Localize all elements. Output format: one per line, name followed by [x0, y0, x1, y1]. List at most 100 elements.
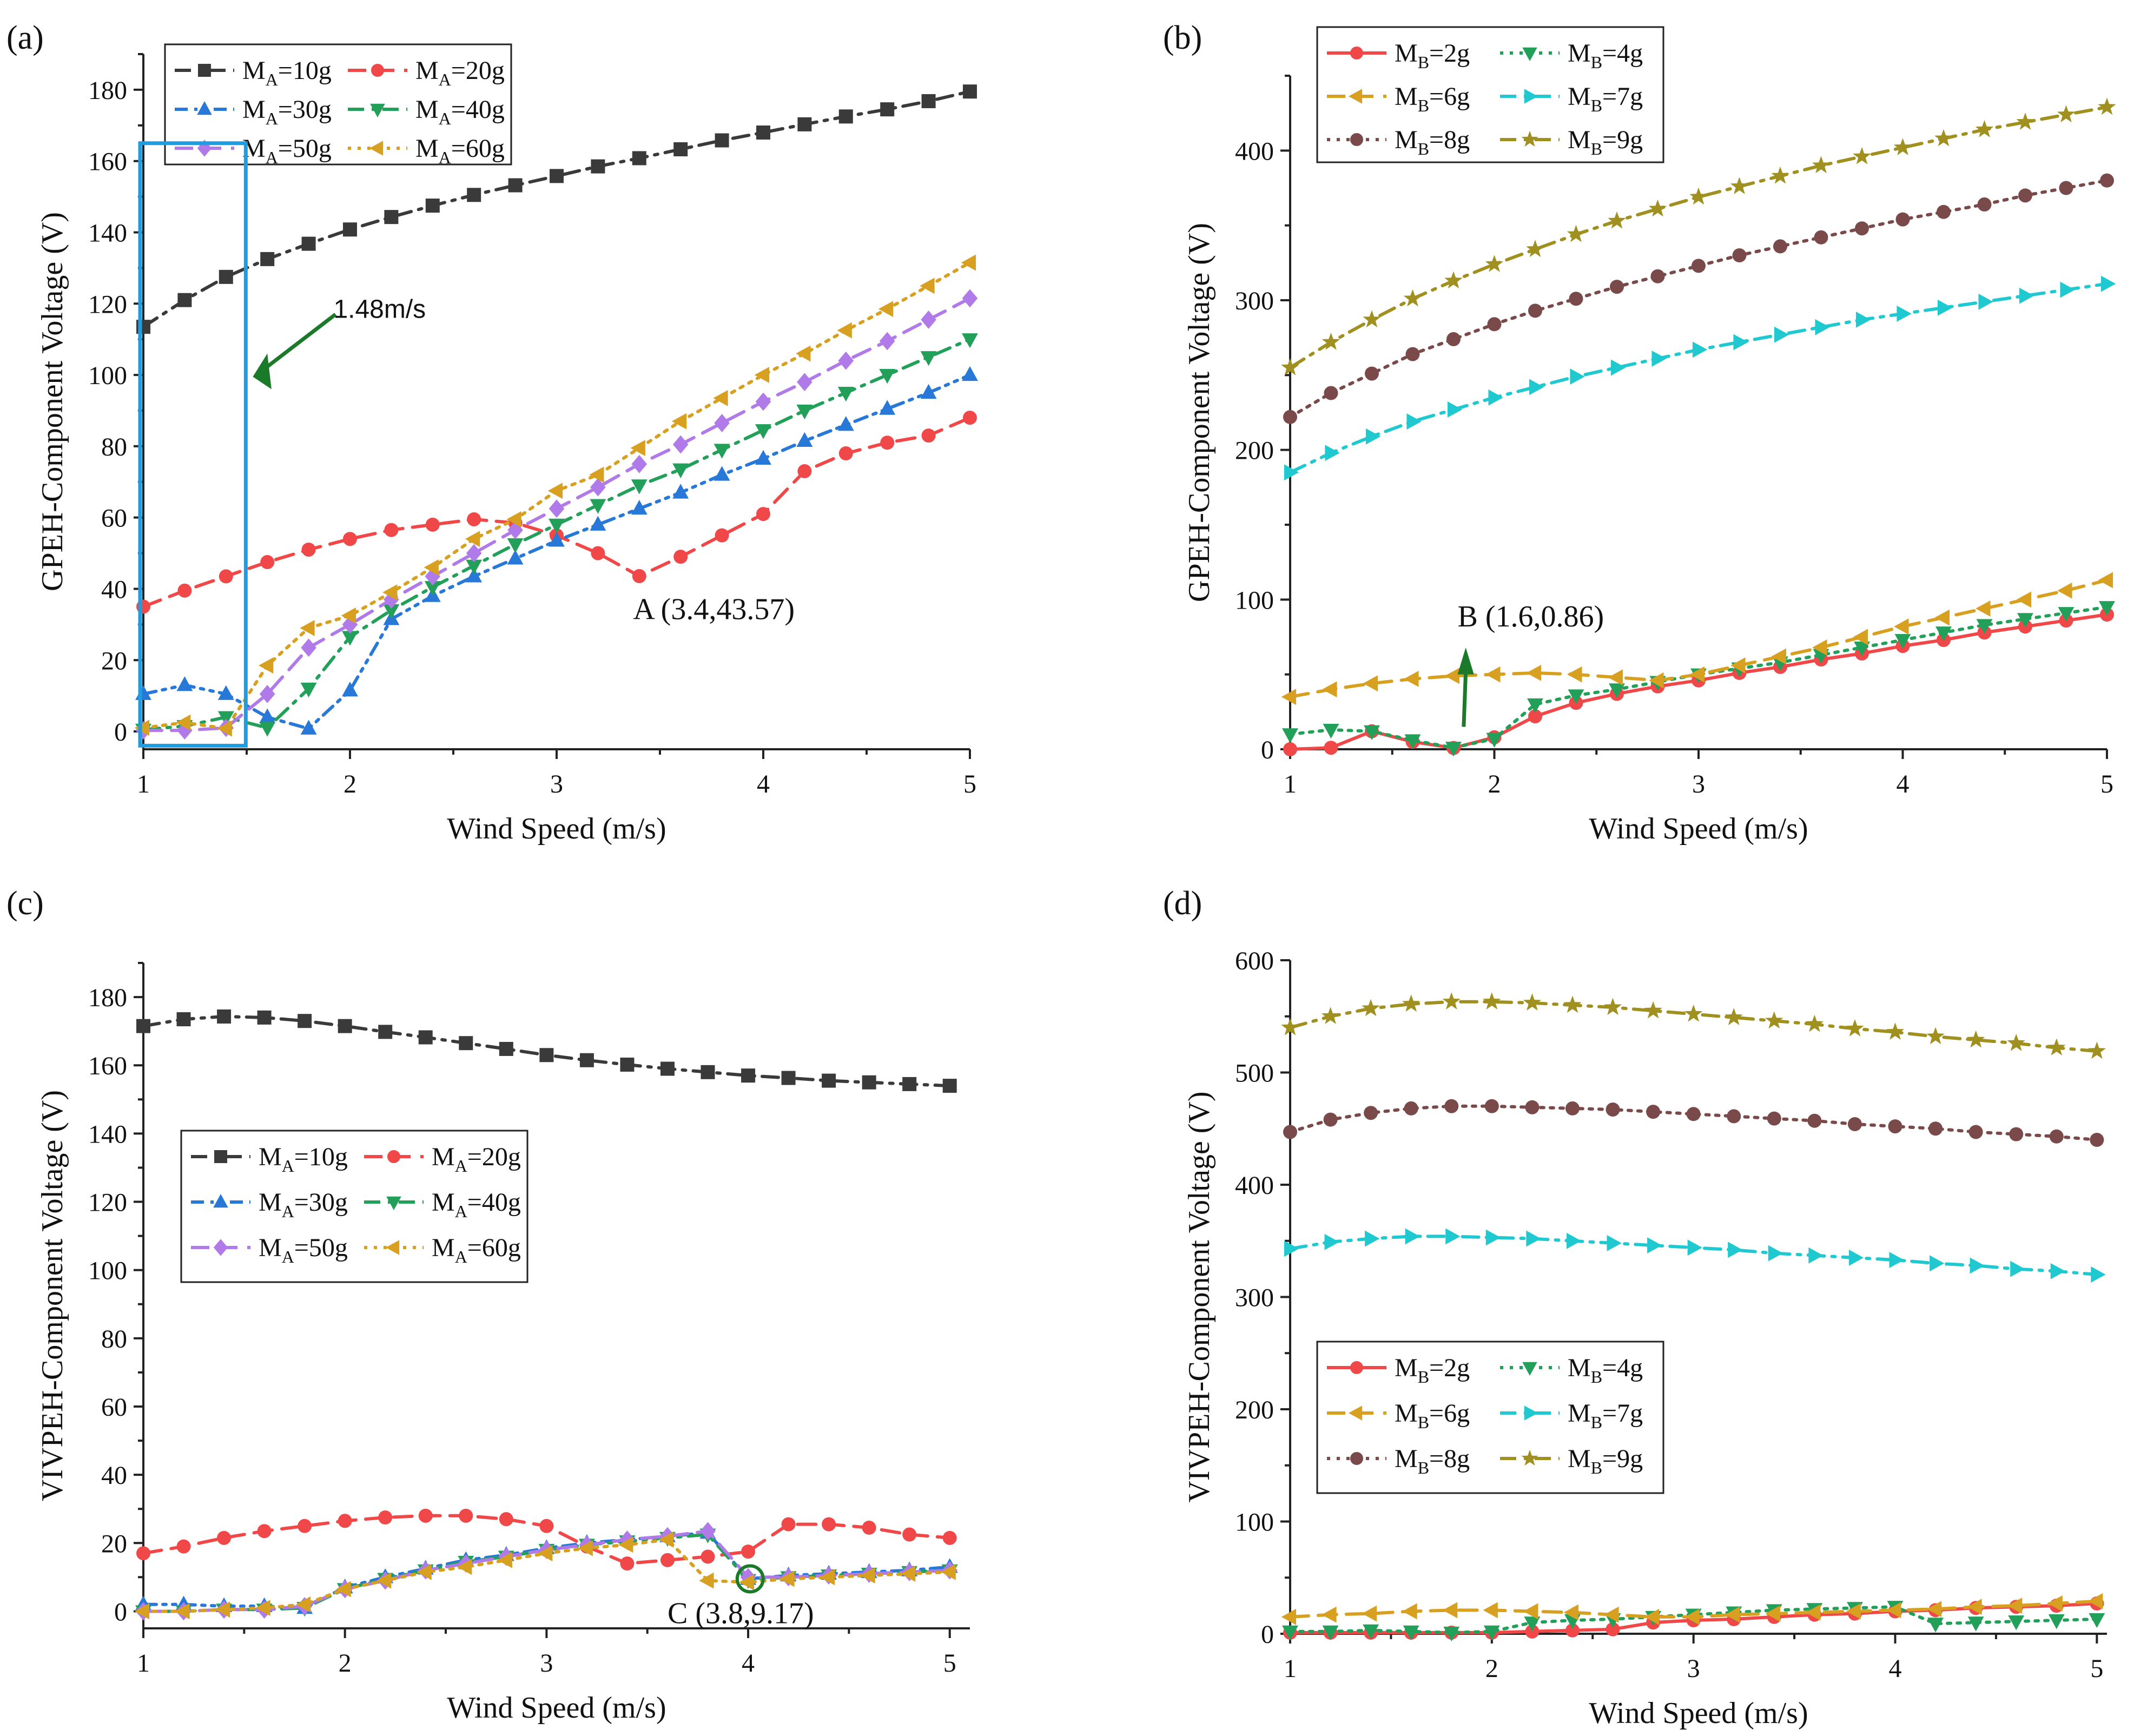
y-tick-label: 60 [101, 504, 127, 533]
y-axis-title: GPEH-Component Voltage (V) [1182, 223, 1216, 602]
y-tick-label: 80 [101, 1325, 127, 1354]
data-point [1527, 698, 1543, 714]
data-point [630, 440, 645, 457]
legend-swatch-marker [1521, 1449, 1538, 1466]
series-ma-10g [136, 84, 977, 334]
data-point [466, 567, 483, 583]
legend-label: MB=8g [1395, 126, 1470, 159]
data-point [1812, 156, 1831, 174]
legend-label: MA=10g [242, 56, 332, 89]
data-point [1926, 1027, 1945, 1045]
data-point [1934, 129, 1953, 147]
data-point [1402, 1603, 1417, 1620]
panel-label: (c) [6, 885, 44, 922]
annotation-label: C (3.8,9.17) [668, 1597, 814, 1631]
data-point [1728, 1242, 1743, 1258]
data-point [2007, 1034, 2025, 1051]
legend-label: MA=50g [242, 134, 332, 167]
series-ma-30g [135, 366, 978, 735]
data-point [134, 1603, 150, 1620]
data-point [1284, 1240, 1299, 1257]
data-point [260, 555, 275, 570]
y-tick-label: 140 [88, 1120, 127, 1148]
data-point [781, 1071, 796, 1085]
legend-swatch-marker [1350, 133, 1363, 146]
data-point [942, 1079, 957, 1093]
data-point [2059, 181, 2073, 195]
data-point [1812, 639, 1827, 656]
y-tick-label: 300 [1235, 1284, 1274, 1312]
data-point [2098, 572, 2113, 589]
panel-c: (c) 1 2 3 4 5 0 20 40 60 80 100 120 140 160 180 Wind Spe… [6, 885, 970, 1725]
data-point [1485, 1229, 1501, 1246]
data-point [1486, 732, 1503, 748]
data-point [1445, 1228, 1461, 1245]
data-point [1570, 368, 1585, 385]
data-point [1610, 359, 1626, 376]
data-point [255, 1600, 270, 1616]
legend-swatch-marker [213, 1239, 228, 1256]
data-point [1888, 1119, 1902, 1134]
legend-label: MB=4g [1568, 1354, 1643, 1387]
data-point [1529, 379, 1544, 395]
data-point [1528, 709, 1542, 724]
annotation-circle [735, 1564, 765, 1594]
data-point [136, 1546, 150, 1561]
data-point [1808, 1247, 1824, 1264]
data-point [176, 676, 193, 691]
series-mb-9g [1281, 992, 2106, 1059]
data-point [962, 333, 978, 348]
legend: MA=10g MA=20g MA=30g MA=40g MA=50g MA=60g [180, 1130, 528, 1283]
data-point [342, 631, 358, 646]
data-point [1281, 358, 1299, 375]
x-tick-label: 4 [1897, 770, 1910, 798]
data-point [963, 411, 977, 425]
data-point [796, 345, 811, 362]
data-point [1976, 619, 1993, 634]
annotation-label: A (3.4,43.57) [633, 592, 795, 626]
data-point [550, 169, 564, 183]
legend-label: MB=6g [1395, 82, 1470, 115]
x-tick-label: 5 [2090, 1654, 2103, 1683]
x-tick-label: 1 [1284, 1654, 1297, 1683]
data-point [2087, 1041, 2106, 1059]
data-point [424, 559, 439, 576]
data-point [1607, 1235, 1622, 1251]
x-axis-title: Wind Speed (m/s) [1589, 1697, 1808, 1730]
data-point [1322, 332, 1340, 350]
x-tick-label: 4 [1889, 1654, 1902, 1683]
legend-swatch-marker [1522, 47, 1537, 61]
data-point [1324, 386, 1338, 400]
data-point [382, 584, 398, 601]
legend-label: MA=10g [259, 1143, 348, 1176]
y-tick-label: 160 [88, 148, 127, 176]
data-point [862, 1520, 876, 1535]
data-point [1937, 299, 1953, 316]
data-point [713, 444, 730, 459]
data-point [1732, 248, 1747, 262]
data-point [378, 1025, 393, 1039]
data-point [1644, 1608, 1660, 1625]
data-point [2091, 1266, 2106, 1283]
series-ma-10g [136, 1009, 957, 1093]
annotation-label: 1.48m/s [333, 295, 426, 324]
data-point [467, 512, 481, 526]
data-point [298, 1519, 312, 1533]
data-point [1283, 742, 1297, 756]
data-point [822, 1517, 836, 1532]
data-point [1609, 683, 1625, 698]
data-point [672, 484, 689, 499]
legend-swatch-marker [1350, 47, 1363, 60]
data-point [1404, 1101, 1418, 1115]
data-point [1930, 1255, 1945, 1272]
data-point [900, 1566, 916, 1582]
series-mb-9g [1281, 97, 2116, 375]
data-point [338, 1514, 352, 1528]
data-point [499, 1041, 513, 1056]
data-point [384, 523, 399, 537]
data-point [2009, 1127, 2024, 1141]
data-point [424, 581, 441, 596]
data-point [1322, 681, 1337, 698]
legend-label: MB=6g [1395, 1399, 1470, 1432]
legend-label: MA=30g [242, 95, 332, 128]
